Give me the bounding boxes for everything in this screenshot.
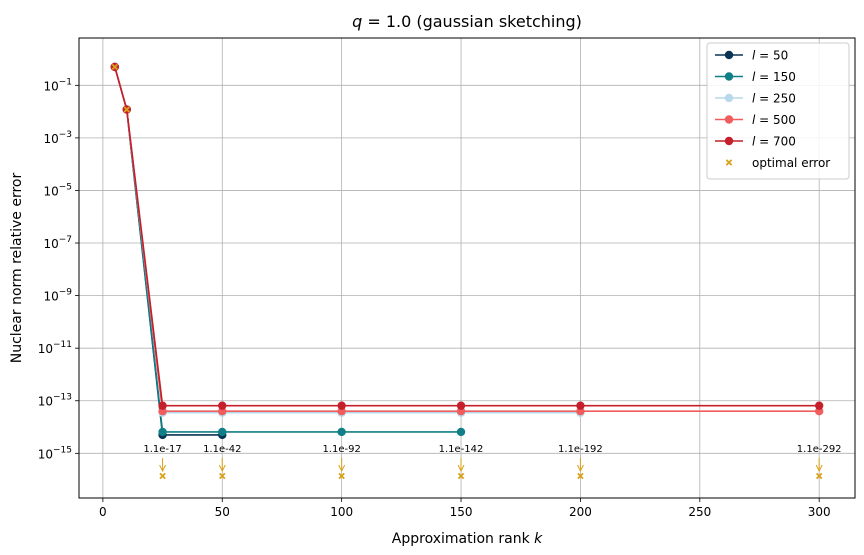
series-marker bbox=[337, 427, 346, 437]
x-tick-label: 300 bbox=[808, 505, 831, 519]
series-marker bbox=[814, 401, 824, 410]
optimal-error-marker bbox=[457, 472, 465, 480]
y-tick-label: 10−7 bbox=[43, 235, 72, 251]
series-marker bbox=[337, 401, 346, 410]
series-marker bbox=[158, 427, 167, 437]
series-marker bbox=[456, 401, 466, 410]
optimal-error-marker bbox=[219, 472, 226, 480]
optimal-error-marker bbox=[815, 472, 823, 480]
legend-optimal-marker bbox=[725, 159, 733, 166]
annotation-arrowhead bbox=[218, 464, 226, 473]
series-marker bbox=[158, 401, 167, 410]
optimal-error-marker bbox=[577, 472, 584, 480]
x-tick-label: 150 bbox=[450, 505, 473, 519]
annotation-arrowhead bbox=[457, 464, 465, 473]
annotation-label: 1.1e-192 bbox=[558, 444, 603, 455]
optimal-error-marker bbox=[111, 63, 119, 71]
y-axis-label: Nuclear norm relative error bbox=[9, 173, 25, 364]
annotation-label: 1.1e-42 bbox=[203, 444, 241, 455]
legend-label: l = 250 bbox=[752, 92, 796, 106]
cross-stroke bbox=[725, 159, 733, 166]
y-tick-label: 10−11 bbox=[38, 340, 72, 356]
optimal-error-marker bbox=[159, 472, 166, 480]
chart-title-text: = 1.0 (gaussian sketching) bbox=[362, 12, 582, 31]
legend-label: l = 50 bbox=[752, 49, 788, 63]
annotations: 1.1e-17 1.1e-42 1.1e-92 1.1e-142 1.1e-192 1.1… bbox=[143, 444, 842, 473]
x-tick-label: 0 bbox=[99, 505, 107, 519]
y-tick-label: 10−3 bbox=[43, 130, 72, 146]
cross-stroke bbox=[123, 106, 130, 113]
cross-stroke bbox=[457, 472, 465, 480]
annotation-label: 1.1e-17 bbox=[143, 444, 181, 455]
legend-marker bbox=[724, 50, 734, 60]
annotation-arrowhead bbox=[576, 464, 584, 473]
legend-label: optimal error bbox=[752, 156, 830, 170]
x-axis-label-text: Approximation rank bbox=[392, 531, 534, 547]
y-tick-label: 10−5 bbox=[43, 182, 72, 198]
y-tick-label: 10−15 bbox=[38, 445, 72, 461]
annotation-arrowhead bbox=[338, 464, 346, 473]
annotation-label: 1.1e-142 bbox=[439, 444, 484, 455]
series-marker bbox=[218, 401, 227, 410]
series-marker bbox=[456, 427, 466, 437]
legend-marker bbox=[724, 115, 734, 124]
y-axis-ticks: 10−15 10−13 10−11 10−9 10−7 10−5 10−3 10−1 bbox=[38, 77, 79, 461]
series-line bbox=[114, 66, 223, 436]
x-tick-label: 200 bbox=[569, 505, 592, 519]
legend-marker bbox=[724, 72, 734, 81]
legend-marker bbox=[724, 93, 734, 103]
legend-marker bbox=[724, 136, 734, 146]
series-line bbox=[114, 66, 820, 407]
y-tick-label: 10−1 bbox=[43, 77, 72, 93]
annotation-arrowhead bbox=[815, 464, 823, 473]
y-tick-label: 10−13 bbox=[38, 393, 72, 409]
series-marker bbox=[218, 427, 227, 437]
legend: l = 50 l = 150 l = 250 l = 500 l = 700 optima… bbox=[706, 42, 850, 180]
annotation-label: 1.1e-92 bbox=[322, 444, 360, 455]
cross-stroke bbox=[577, 472, 584, 480]
x-tick-label: 100 bbox=[330, 505, 353, 519]
y-tick-label: 10−9 bbox=[43, 288, 72, 304]
cross-stroke bbox=[815, 472, 823, 480]
optimal-error-marker bbox=[123, 106, 130, 113]
cross-stroke bbox=[111, 63, 119, 71]
x-axis-label: Approximation rank k bbox=[392, 531, 543, 547]
cross-stroke bbox=[338, 472, 345, 480]
x-axis-label-variable: k bbox=[534, 531, 543, 547]
plot-area-frame bbox=[78, 37, 856, 499]
legend-label: l = 700 bbox=[752, 135, 796, 149]
annotation-arrowhead bbox=[159, 464, 167, 473]
chart-title: q = 1.0 (gaussian sketching) bbox=[352, 12, 582, 31]
legend-label: l = 500 bbox=[752, 113, 796, 127]
annotation-label: 1.1e-292 bbox=[797, 444, 842, 455]
series-line bbox=[114, 66, 462, 433]
series-marker bbox=[576, 401, 585, 410]
x-tick-label: 250 bbox=[688, 505, 711, 519]
legend-label: l = 150 bbox=[752, 70, 796, 84]
x-axis-ticks: 0 50 100 150 200 250 300 bbox=[99, 498, 831, 519]
optimal-error-marker bbox=[338, 472, 345, 480]
cross-stroke bbox=[159, 472, 166, 480]
series-lines bbox=[110, 62, 824, 480]
series-line bbox=[114, 66, 581, 414]
cross-stroke bbox=[219, 472, 226, 480]
chart-title-variable: q bbox=[352, 12, 362, 31]
x-tick-label: 50 bbox=[215, 505, 230, 519]
